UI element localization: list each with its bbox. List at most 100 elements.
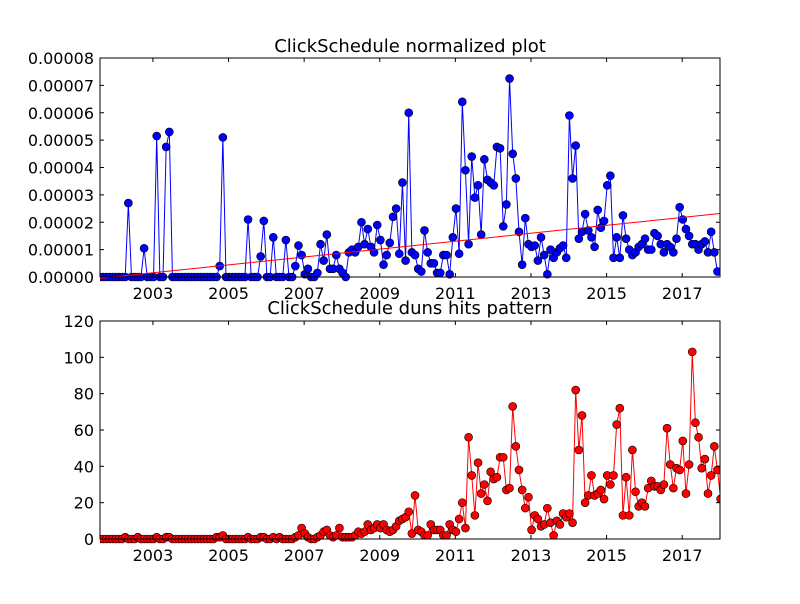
data-point [357, 217, 366, 227]
data-point [363, 224, 373, 234]
y-tick-label: 20 [74, 494, 94, 513]
data-point [527, 525, 536, 535]
data-point [379, 260, 388, 269]
data-point [640, 234, 650, 243]
data-point [404, 507, 414, 517]
data-point [476, 230, 486, 239]
data-point [669, 483, 678, 493]
data-point [152, 131, 162, 141]
data-point [543, 503, 552, 513]
data-point [508, 402, 517, 411]
data-point [451, 527, 461, 537]
data-point [691, 418, 700, 428]
data-point [700, 237, 710, 246]
data-point [417, 267, 426, 276]
x-tick-label: 2015 [586, 546, 627, 565]
data-point [536, 233, 546, 242]
data-point [480, 480, 489, 489]
data-point [473, 180, 483, 190]
data-point [577, 411, 587, 420]
data-point [470, 193, 480, 202]
x-tick-label: 2003 [133, 546, 174, 565]
data-point [675, 465, 684, 475]
data-point [694, 432, 703, 442]
y-tick-label: 100 [63, 348, 94, 367]
data-point [669, 248, 678, 257]
data-point [606, 480, 615, 489]
data-point [492, 472, 502, 482]
x-tick-label: 2017 [662, 546, 703, 565]
data-point [398, 178, 407, 187]
x-tick-label: 2005 [208, 284, 249, 303]
data-point [517, 485, 527, 495]
data-point [703, 489, 713, 498]
y-tick-label: 120 [63, 312, 94, 331]
data-point [615, 403, 625, 413]
data-point [259, 216, 269, 226]
x-tick-label: 2005 [208, 546, 249, 565]
data-point [687, 347, 697, 357]
y-tick-label: 0.00004 [28, 159, 94, 178]
y-tick-label: 0.00006 [28, 104, 94, 123]
data-point [514, 465, 524, 475]
data-point [442, 250, 451, 260]
data-point [476, 489, 486, 498]
data-point [467, 471, 477, 480]
data-point [281, 235, 291, 245]
data-point [599, 494, 609, 504]
data-point [335, 523, 344, 533]
data-point [448, 233, 458, 242]
y-tick-label: 0.00008 [28, 49, 94, 68]
x-tick-label: 2017 [662, 284, 703, 303]
y-tick-label: 80 [74, 385, 94, 404]
data-point [716, 494, 720, 504]
data-point [520, 503, 530, 513]
data-point [615, 253, 625, 263]
data-point [442, 531, 451, 540]
data-point [291, 261, 300, 271]
data-point [612, 420, 621, 429]
data-point [423, 531, 432, 540]
data-point [457, 498, 467, 507]
data-point [161, 142, 171, 152]
data-point [543, 269, 552, 279]
data-point [372, 220, 382, 230]
data-point [684, 231, 694, 241]
data-point [388, 212, 398, 222]
data-point [313, 268, 322, 278]
data-point [706, 471, 716, 480]
data-point [511, 174, 521, 183]
data-point [489, 180, 499, 190]
data-point [445, 269, 454, 279]
data-point [404, 108, 414, 118]
data-point [571, 385, 580, 395]
data-point [495, 144, 505, 153]
x-tick-label: 2011 [435, 546, 476, 565]
data-point [640, 501, 650, 511]
data-point [218, 133, 228, 142]
x-tick-label: 2011 [435, 284, 476, 303]
data-point [565, 509, 574, 518]
data-point [533, 256, 543, 265]
data-point [303, 264, 313, 274]
data-point [631, 487, 640, 497]
data-point [423, 248, 432, 257]
y-tick-label: 0.00003 [28, 186, 94, 205]
data-point [520, 213, 530, 223]
data-point [322, 230, 332, 239]
data-point [684, 460, 694, 469]
data-point [659, 248, 669, 257]
y-tick-label: 0.00001 [28, 241, 94, 260]
data-point [706, 227, 716, 237]
data-point [435, 268, 445, 278]
data-point [587, 471, 596, 480]
data-point [568, 518, 577, 527]
y-tick-label: 0.00000 [28, 268, 94, 287]
data-point [429, 259, 439, 268]
data-point [391, 204, 401, 213]
data-point [606, 171, 615, 181]
data-point [628, 445, 637, 455]
x-tick-label: 2013 [511, 546, 552, 565]
data-point [464, 239, 473, 249]
